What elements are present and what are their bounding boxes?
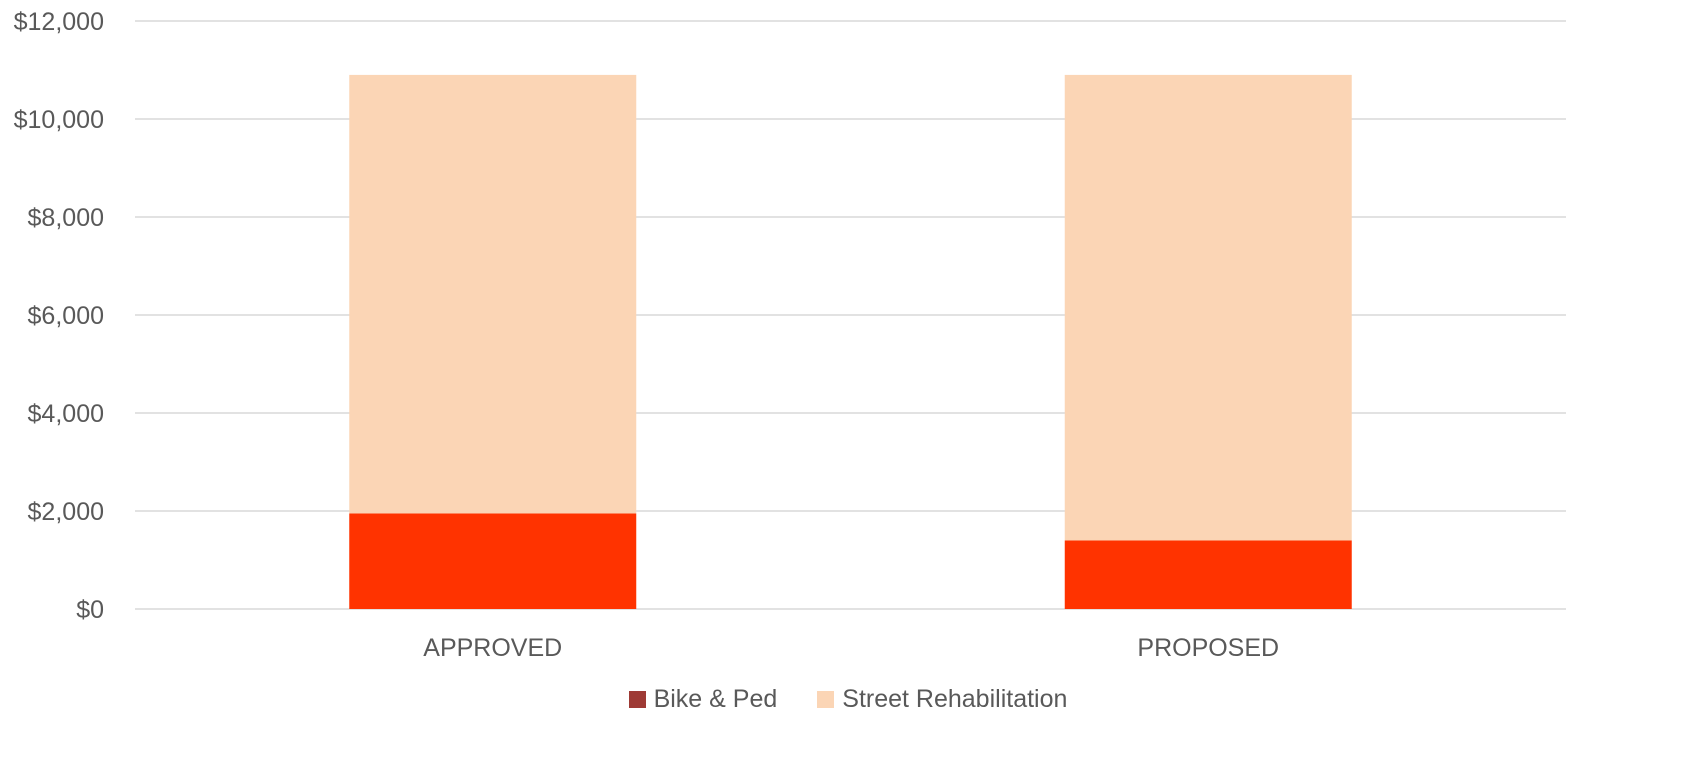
y-axis-tick-labels: $0 $2,000 $4,000 $6,000 $8,000 $10,000 $12,000	[14, 8, 104, 624]
bar-segment-street-rehabilitation-proposed	[1064, 74, 1352, 541]
legend-label-bike-ped: Bike & Ped	[653, 685, 778, 713]
legend-swatch-bike-ped	[628, 691, 646, 708]
bar-segment-street-rehabilitation-approved	[349, 74, 637, 514]
bar-segment-bike-ped-approved	[349, 513, 637, 609]
bars	[349, 74, 1352, 609]
y-tick-label: $8,000	[28, 204, 104, 232]
legend-swatch-street-rehabilitation	[817, 691, 835, 708]
legend-item-bike-ped: Bike & Ped	[628, 685, 778, 714]
x-category-label: PROPOSED	[1137, 634, 1279, 662]
legend-label-street-rehabilitation: Street Rehabilitation	[842, 685, 1068, 713]
y-tick-label: $12,000	[14, 8, 104, 36]
y-tick-label: $0	[76, 596, 104, 624]
legend: Bike & Ped Street Rehabilitation	[0, 685, 1696, 714]
y-tick-label: $2,000	[28, 498, 104, 526]
y-tick-label: $6,000	[28, 302, 104, 330]
y-tick-label: $4,000	[28, 400, 104, 428]
y-tick-label: $10,000	[14, 106, 104, 134]
bar-segment-bike-ped-proposed	[1064, 540, 1352, 609]
legend-item-street-rehabilitation: Street Rehabilitation	[817, 685, 1067, 714]
x-category-label: APPROVED	[423, 634, 562, 662]
x-axis-category-labels: APPROVED PROPOSED	[423, 634, 1279, 662]
